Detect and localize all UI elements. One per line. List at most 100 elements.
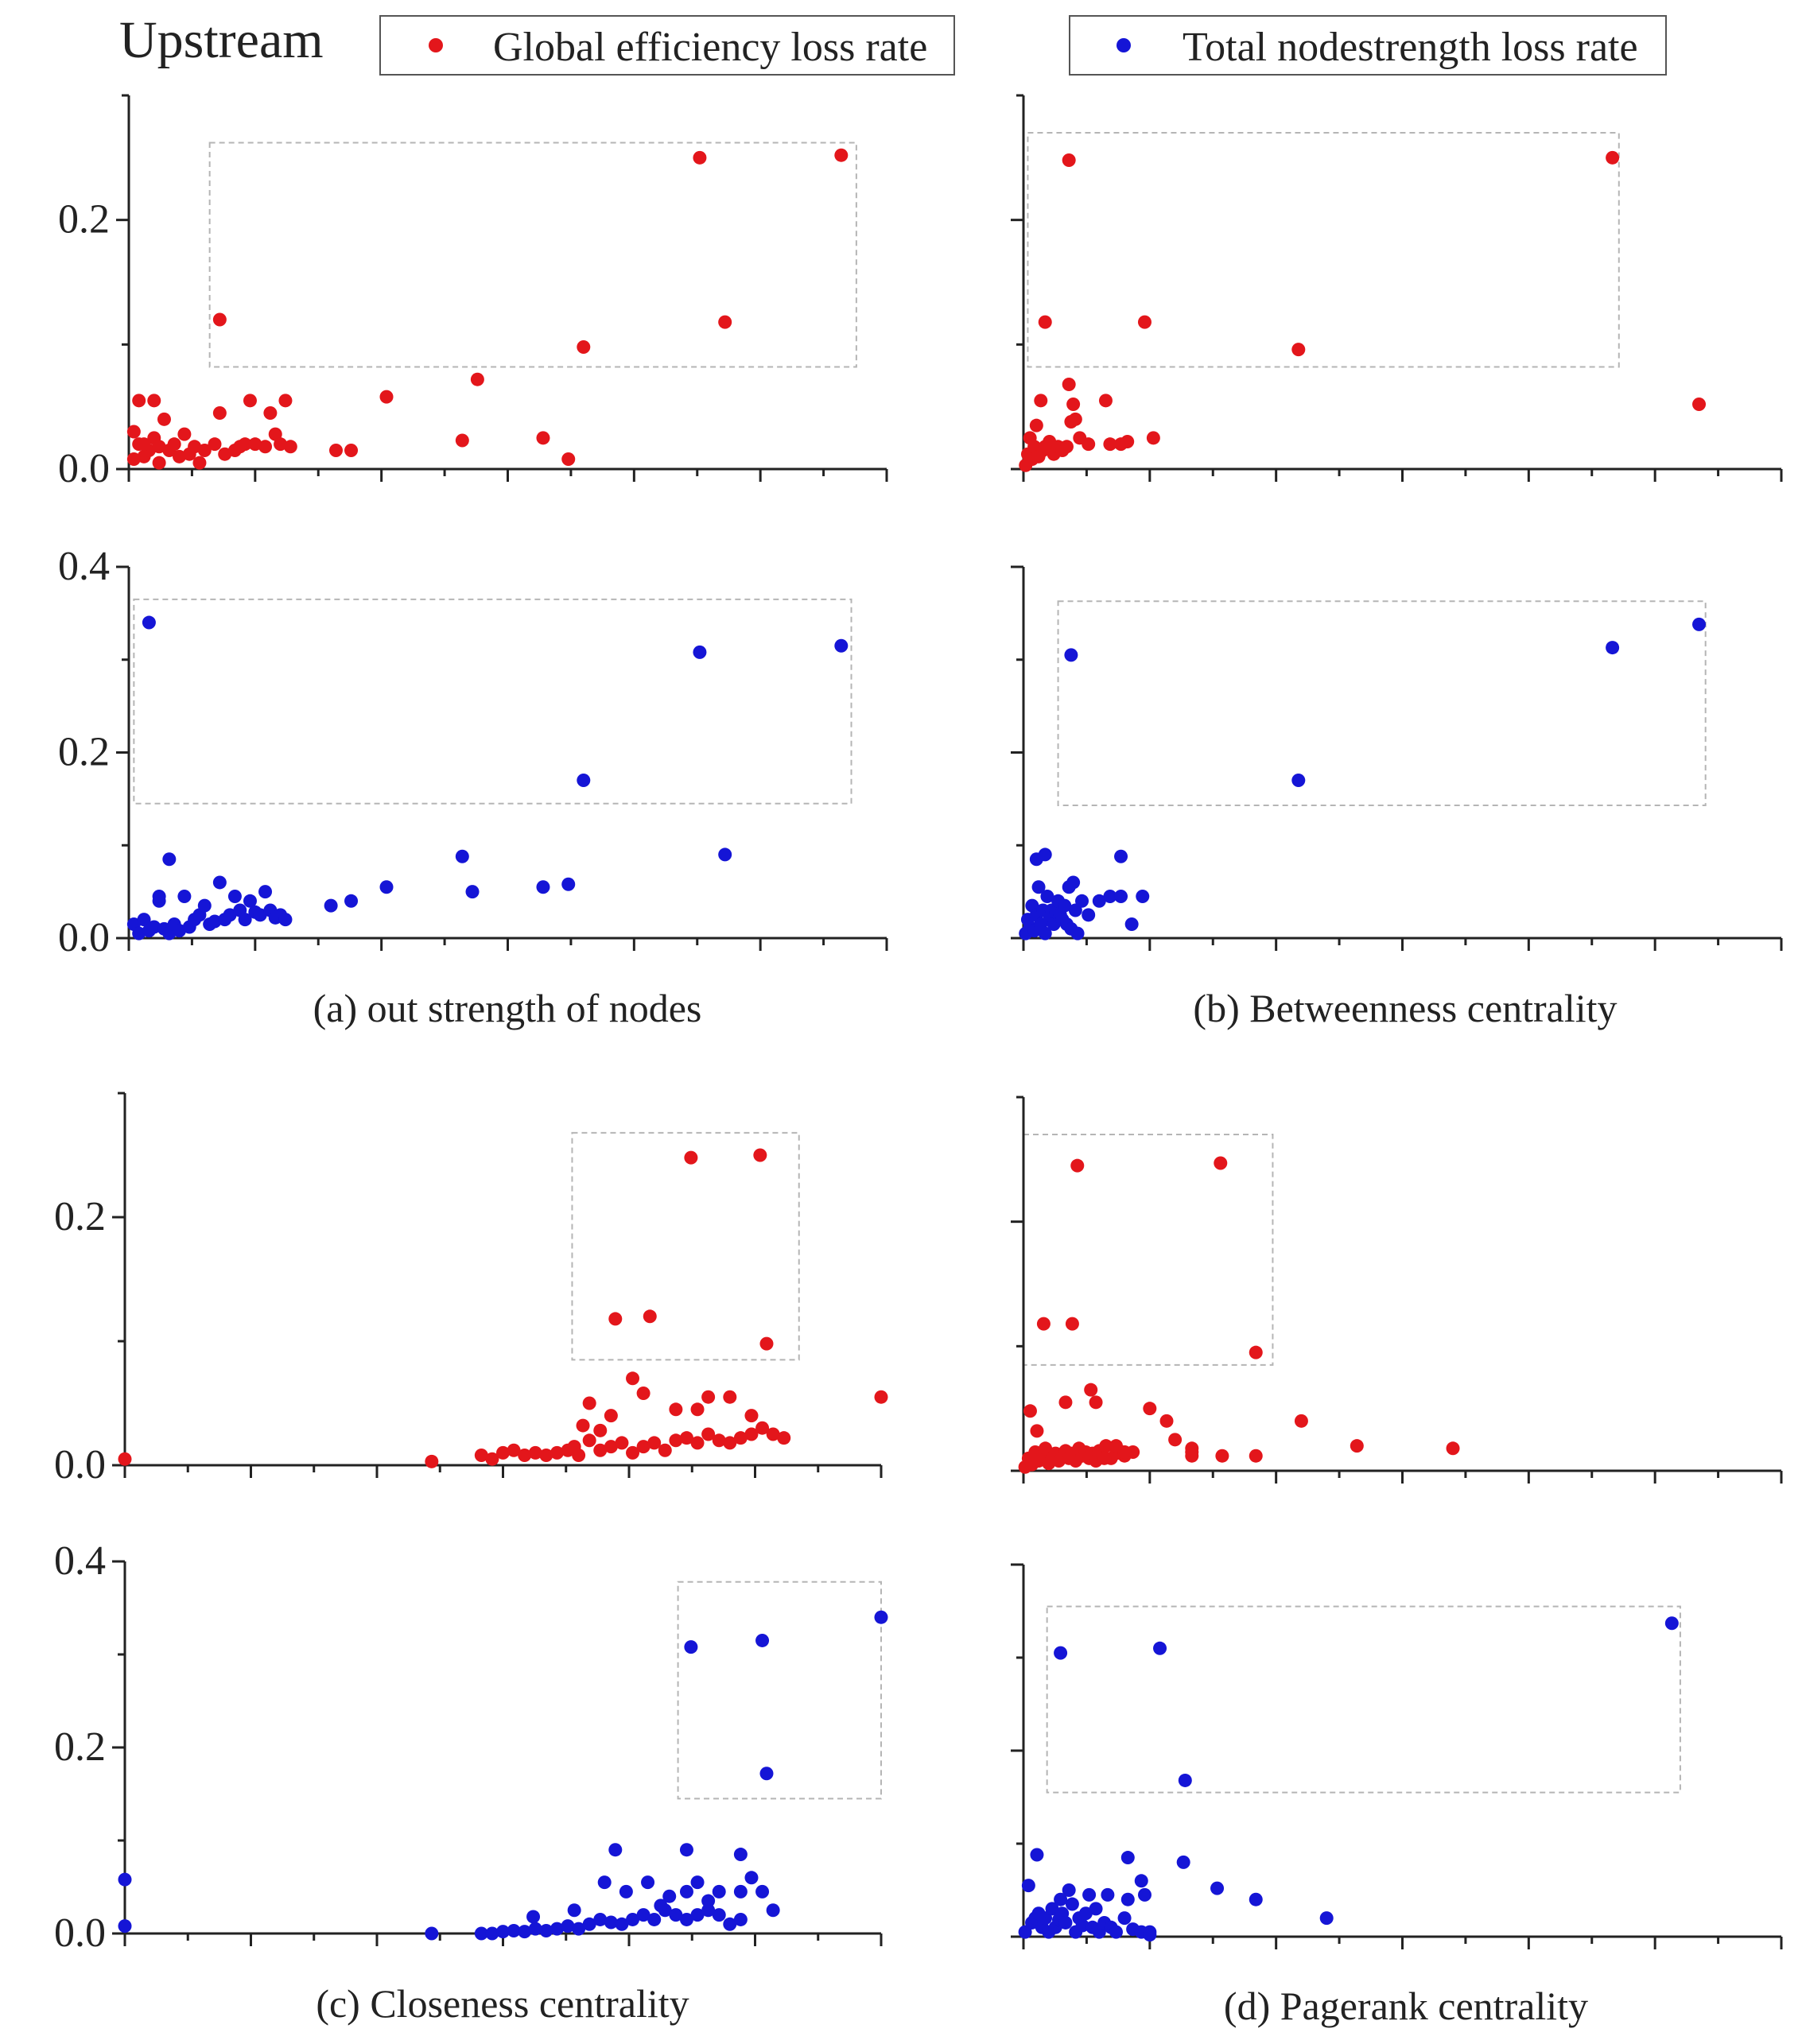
data-point (268, 427, 282, 441)
data-point (550, 1922, 564, 1936)
data-point (679, 1912, 693, 1926)
data-point (690, 1875, 705, 1890)
data-point (283, 440, 297, 454)
data-point (1606, 150, 1620, 165)
data-point (690, 1908, 705, 1922)
data-point (1117, 1911, 1132, 1926)
data-point (1058, 898, 1072, 913)
data-point (679, 1843, 693, 1857)
data-point (1097, 1451, 1112, 1465)
data-point (755, 1633, 770, 1647)
data-point (1089, 1902, 1103, 1916)
data-point (733, 1431, 748, 1445)
data-point (1054, 1646, 1068, 1660)
data-point (118, 1872, 132, 1887)
panel-a-global-efficiency: 0.0 0.2 (58, 94, 888, 491)
data-point (1103, 889, 1117, 903)
data-point (518, 1449, 532, 1463)
data-point (507, 1443, 521, 1457)
data-point (1062, 1883, 1076, 1897)
data-point (647, 1912, 662, 1926)
data-point (701, 1894, 716, 1908)
data-point (1214, 1156, 1228, 1170)
data-point (1210, 1881, 1225, 1895)
data-point (455, 433, 469, 448)
data-point (1168, 1433, 1183, 1447)
data-point (626, 1371, 640, 1386)
highlight-region (1023, 1134, 1274, 1366)
data-point (118, 1452, 132, 1466)
data-point (693, 150, 707, 165)
data-point (1038, 315, 1052, 329)
data-point (344, 894, 359, 908)
y-tick-label: 0.0 (54, 1910, 106, 1956)
data-point (1066, 875, 1081, 890)
data-point (147, 394, 161, 408)
highlight-region (208, 142, 857, 368)
data-point (1215, 1449, 1229, 1463)
data-point (572, 1449, 586, 1463)
data-point (733, 1912, 748, 1926)
data-point (1120, 1851, 1135, 1865)
data-point (604, 1915, 618, 1930)
data-point (1066, 398, 1081, 412)
data-point (258, 885, 273, 899)
data-point (455, 849, 469, 863)
data-point (718, 315, 732, 329)
data-point (507, 1923, 521, 1937)
data-point (474, 1449, 488, 1463)
data-point (874, 1610, 888, 1624)
data-point (152, 456, 166, 470)
data-point (777, 1431, 791, 1445)
data-point (278, 913, 293, 927)
data-point (1291, 774, 1306, 788)
data-point (152, 889, 166, 903)
data-point (142, 615, 156, 630)
data-point (243, 894, 257, 908)
data-point (561, 452, 576, 466)
data-point (212, 312, 227, 327)
data-point (669, 1908, 683, 1922)
data-point (766, 1903, 780, 1918)
panel-c-global-efficiency: 0.0 0.2 (54, 1092, 888, 1487)
data-point (1062, 377, 1076, 391)
data-point (712, 1884, 726, 1899)
data-point (759, 1336, 774, 1351)
data-point (197, 444, 212, 457)
data-point (162, 852, 177, 867)
data-point (1134, 1874, 1148, 1888)
data-point (1249, 1892, 1263, 1906)
y-tick-label: 0.0 (58, 915, 110, 960)
data-point (1070, 1158, 1085, 1173)
data-point (496, 1445, 510, 1460)
data-point (712, 1908, 726, 1922)
panel-b-total-nodestrength (1011, 565, 1783, 951)
data-point (615, 1436, 629, 1450)
data-point (1176, 1855, 1190, 1869)
data-point (485, 1926, 499, 1941)
highlight-region (571, 1131, 800, 1361)
legend-marker-blue (1117, 38, 1131, 52)
data-point (572, 1922, 586, 1936)
data-point (192, 456, 207, 470)
data-point (766, 1427, 780, 1441)
data-point (425, 1926, 439, 1941)
data-point (733, 1848, 748, 1862)
data-point (593, 1443, 608, 1457)
data-point (1065, 1317, 1079, 1331)
data-point (723, 1390, 737, 1404)
data-point (208, 437, 222, 452)
data-point (1018, 1925, 1032, 1939)
data-point (263, 406, 278, 420)
data-point (1319, 1911, 1334, 1926)
data-point (608, 1312, 623, 1326)
data-point (1099, 1439, 1113, 1453)
data-point (485, 1452, 499, 1466)
data-point (834, 148, 849, 162)
data-point (152, 440, 166, 454)
legend-total-nodestrength: Total nodestrength loss rate (1069, 15, 1667, 76)
data-point (1146, 431, 1160, 445)
data-point (1249, 1449, 1263, 1463)
data-point (1092, 894, 1106, 908)
data-point (701, 1427, 716, 1441)
